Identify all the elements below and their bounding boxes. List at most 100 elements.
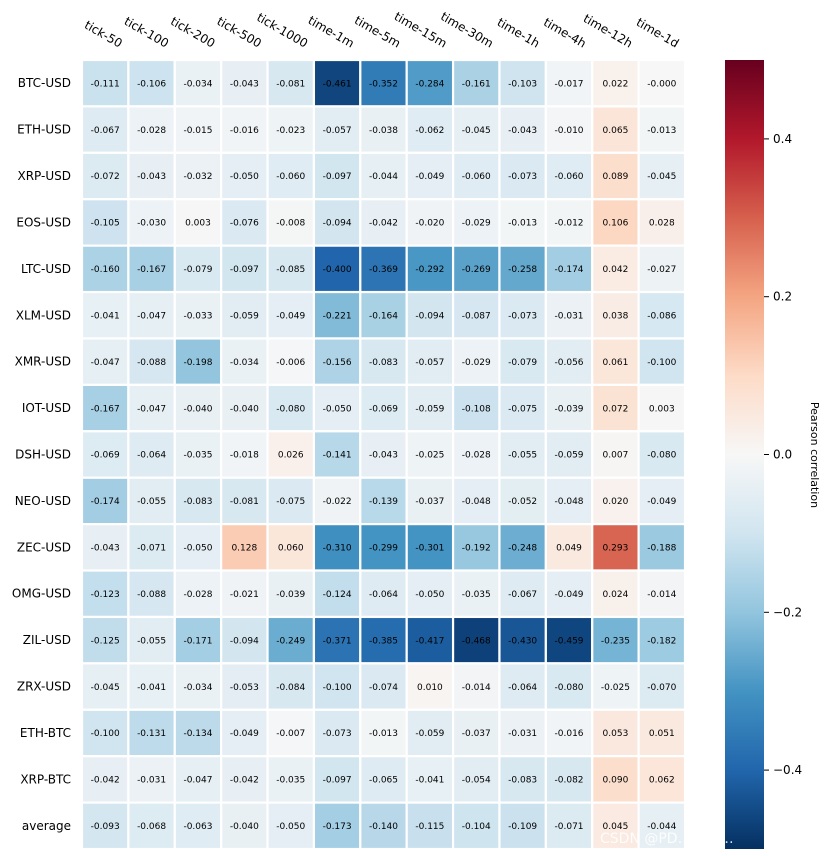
heatmap-cell xyxy=(637,523,687,572)
cell-value-label: -0.047 xyxy=(183,776,212,786)
cell-value-label: -0.248 xyxy=(508,544,537,554)
heatmap-cell xyxy=(637,662,687,711)
cell-value-label: 0.061 xyxy=(603,358,629,368)
heatmap-cell xyxy=(312,430,362,479)
cell-value-label: -0.164 xyxy=(369,311,398,321)
heatmap-cell xyxy=(173,290,223,340)
cell-value-label: 0.062 xyxy=(649,776,675,786)
column-label: time-1h xyxy=(495,15,542,50)
row-label: ZIL-USD xyxy=(23,633,71,647)
cell-value-label: -0.094 xyxy=(415,311,444,321)
watermark-text: CSDN @PD…你的… xyxy=(600,831,734,847)
cell-value-label: 0.042 xyxy=(603,265,629,275)
cell-value-label: -0.064 xyxy=(369,590,398,600)
heatmap-cell xyxy=(127,244,176,294)
heatmap-cell xyxy=(80,151,130,201)
cell-value-label: -0.080 xyxy=(276,404,305,414)
cell-value-label: -0.468 xyxy=(462,636,491,646)
cell-value-label: -0.042 xyxy=(230,776,259,786)
heatmap-cell xyxy=(127,569,176,619)
cell-value-label: -0.094 xyxy=(323,219,352,229)
heatmap-cell xyxy=(359,244,408,294)
heatmap-cell xyxy=(220,755,269,804)
cell-value-label: -0.085 xyxy=(276,265,305,275)
cell-value-label: -0.097 xyxy=(230,265,259,275)
cell-value-label: -0.037 xyxy=(462,729,491,739)
cell-value-label: -0.221 xyxy=(323,311,352,321)
heatmap-cell xyxy=(544,755,594,804)
cell-value-label: -0.047 xyxy=(137,311,166,321)
heatmap-cell xyxy=(591,244,640,294)
heatmap-cell xyxy=(173,151,223,201)
heatmap-cell xyxy=(220,569,269,619)
cell-value-label: -0.073 xyxy=(508,172,537,182)
cell-value-label: -0.081 xyxy=(230,497,259,507)
cell-value-label: -0.139 xyxy=(369,497,398,507)
cell-value-label: 0.038 xyxy=(603,311,629,321)
colorbar-tick-label: −0.2 xyxy=(773,605,802,619)
cell-value-label: -0.021 xyxy=(230,590,259,600)
cell-value-label: -0.083 xyxy=(369,358,398,368)
heatmap-cell xyxy=(359,290,408,340)
cell-value-label: -0.059 xyxy=(415,729,444,739)
cell-value-label: -0.097 xyxy=(323,776,352,786)
cell-value-label: -0.417 xyxy=(415,636,444,646)
cell-value-label: -0.249 xyxy=(276,636,305,646)
cell-value-label: -0.037 xyxy=(415,497,444,507)
colorbar-tick-label: −0.4 xyxy=(773,763,802,777)
cell-value-label: -0.022 xyxy=(323,497,352,507)
cell-value-label: -0.042 xyxy=(91,776,120,786)
column-label: time-12h xyxy=(581,11,635,50)
heatmap-cell xyxy=(544,151,594,201)
heatmap-cell xyxy=(173,105,223,154)
heatmap-cell xyxy=(127,523,176,572)
cell-value-label: -0.079 xyxy=(508,358,537,368)
heatmap-cell xyxy=(591,58,640,108)
cell-value-label: -0.047 xyxy=(91,358,120,368)
cell-value-label: -0.035 xyxy=(183,451,212,461)
cell-value-label: -0.115 xyxy=(415,822,444,832)
cell-value-label: -0.459 xyxy=(555,636,584,646)
heatmap-cell xyxy=(359,662,408,711)
cell-value-label: -0.299 xyxy=(369,544,398,554)
heatmap-cell xyxy=(591,290,640,340)
heatmap-cell xyxy=(544,476,594,526)
cell-value-label: 0.106 xyxy=(603,219,629,229)
heatmap-cell xyxy=(173,244,223,294)
cell-value-label: -0.045 xyxy=(91,683,120,693)
cell-value-label: 0.028 xyxy=(649,219,675,229)
heatmap-cell xyxy=(359,383,408,433)
cell-value-label: 0.053 xyxy=(603,729,629,739)
row-labels: BTC-USD ETH-USD XRP-USD EOS-USD LTC-USD XLM-U… xyxy=(12,76,71,833)
cell-value-label: -0.083 xyxy=(183,497,212,507)
cell-value-label: 0.003 xyxy=(649,404,675,414)
heatmap-cell xyxy=(591,708,640,758)
heatmap-cell xyxy=(591,755,640,804)
row-label: ETH-USD xyxy=(17,123,71,137)
cell-value-label: -0.081 xyxy=(276,79,305,89)
heatmap-cell xyxy=(220,801,269,851)
cell-value-label: -0.028 xyxy=(137,126,166,136)
cell-value-label: -0.097 xyxy=(323,172,352,182)
cell-value-label: -0.044 xyxy=(369,172,398,182)
cell-value-label: -0.045 xyxy=(647,172,676,182)
cell-value-label: -0.064 xyxy=(508,683,537,693)
cell-value-label: -0.352 xyxy=(369,79,398,89)
row-label: average xyxy=(22,819,71,833)
cell-value-label: -0.131 xyxy=(137,729,166,739)
heatmap-cell xyxy=(591,523,640,572)
cell-value-label: -0.093 xyxy=(91,822,120,832)
cell-value-label: -0.023 xyxy=(276,126,305,136)
cell-value-label: -0.105 xyxy=(91,219,120,229)
cell-value-label: -0.006 xyxy=(276,358,305,368)
cell-value-label: -0.069 xyxy=(369,404,398,414)
heatmap-cell xyxy=(359,337,408,386)
cell-value-label: -0.008 xyxy=(276,219,305,229)
row-label: IOT-USD xyxy=(22,401,71,415)
heatmap-cell xyxy=(544,198,594,247)
cell-value-label: -0.012 xyxy=(555,219,584,229)
heatmap-cell xyxy=(544,337,594,386)
cell-value-label: -0.039 xyxy=(555,404,584,414)
colorbar-tick-label: 0.0 xyxy=(773,448,792,462)
row-label: EOS-USD xyxy=(16,215,71,229)
